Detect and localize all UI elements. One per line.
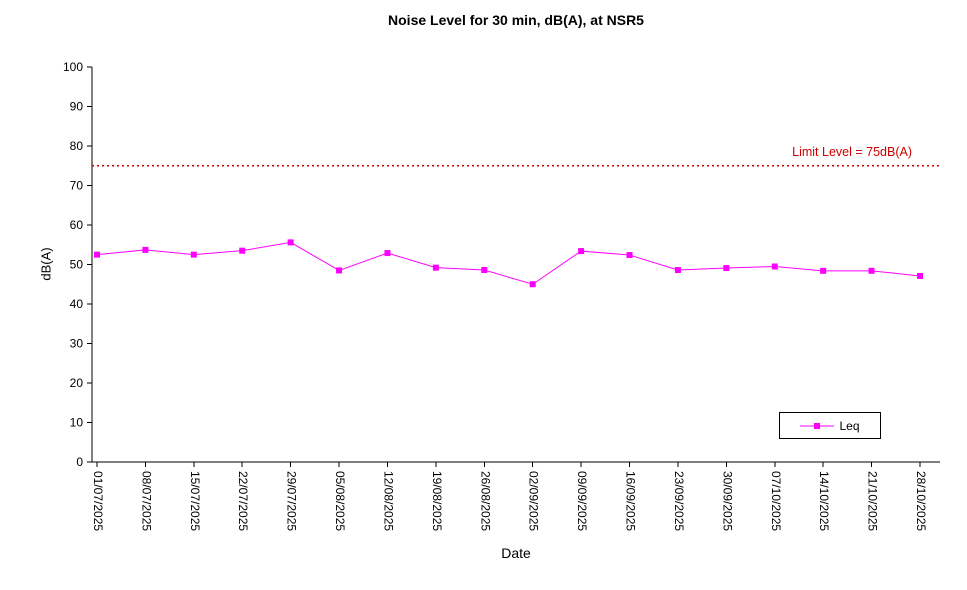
x-tick-label: 16/09/2025 — [624, 471, 638, 531]
y-tick-label: 10 — [70, 416, 84, 430]
x-tick-label: 23/09/2025 — [672, 471, 686, 531]
data-point-marker — [239, 247, 246, 254]
data-point-marker — [287, 239, 294, 246]
x-tick-label: 07/10/2025 — [769, 471, 783, 531]
x-tick-label: 12/08/2025 — [381, 471, 395, 531]
x-tick-label: 30/09/2025 — [720, 471, 734, 531]
data-point-marker — [723, 265, 730, 272]
y-tick-label: 100 — [63, 60, 83, 74]
legend-leq-marker-icon — [800, 422, 835, 429]
data-point-marker — [529, 281, 536, 288]
data-point-marker — [142, 246, 149, 253]
x-tick-label: 19/08/2025 — [430, 471, 444, 531]
data-point-marker — [771, 263, 778, 270]
y-tick-label: 70 — [70, 179, 84, 193]
x-tick-label: 09/09/2025 — [575, 471, 589, 531]
data-point-marker — [820, 267, 827, 274]
series-line-leq — [96, 241, 921, 285]
data-point-marker — [674, 267, 681, 274]
data-point-marker — [868, 267, 875, 274]
y-axis-label: dB(A) — [38, 247, 54, 281]
y-tick-label: 30 — [70, 337, 84, 351]
data-point-marker — [917, 272, 923, 279]
y-tick-label: 50 — [70, 258, 84, 272]
y-tick-label: 20 — [70, 376, 84, 390]
data-point-marker — [94, 251, 100, 258]
x-tick-label: 29/07/2025 — [285, 471, 299, 531]
x-tick-label: 08/07/2025 — [139, 471, 153, 531]
x-tick-label: 14/10/2025 — [817, 471, 831, 531]
y-tick-label: 60 — [70, 218, 84, 232]
legend-leq-label: Leq — [839, 418, 860, 433]
data-point-marker — [578, 248, 585, 255]
x-tick-label: 05/08/2025 — [333, 471, 347, 531]
data-point-marker — [626, 252, 633, 259]
data-point-marker — [190, 251, 197, 258]
limit-level-label: Limit Level = 75dB(A) — [792, 145, 912, 159]
y-tick-label: 40 — [70, 297, 84, 311]
x-tick-label: 26/08/2025 — [478, 471, 492, 531]
x-tick-label: 28/10/2025 — [914, 471, 928, 531]
x-tick-label: 02/09/2025 — [527, 471, 541, 531]
x-tick-label: 01/07/2025 — [91, 471, 105, 531]
y-tick-label: 80 — [70, 139, 84, 153]
data-point-marker — [432, 264, 439, 271]
legend: Leq — [779, 412, 881, 439]
y-tick-label: 0 — [76, 455, 83, 469]
x-axis-label: Date — [501, 545, 531, 561]
x-tick-label: 22/07/2025 — [236, 471, 250, 531]
legend-square — [814, 422, 821, 429]
x-tick-label: 15/07/2025 — [188, 471, 202, 531]
chart-title: Noise Level for 30 min, dB(A), at NSR5 — [388, 12, 644, 28]
data-point-marker — [384, 250, 391, 257]
data-point-marker — [336, 267, 343, 274]
x-tick-label: 21/10/2025 — [866, 471, 880, 531]
y-tick-label: 90 — [70, 100, 84, 114]
data-point-marker — [481, 267, 488, 274]
